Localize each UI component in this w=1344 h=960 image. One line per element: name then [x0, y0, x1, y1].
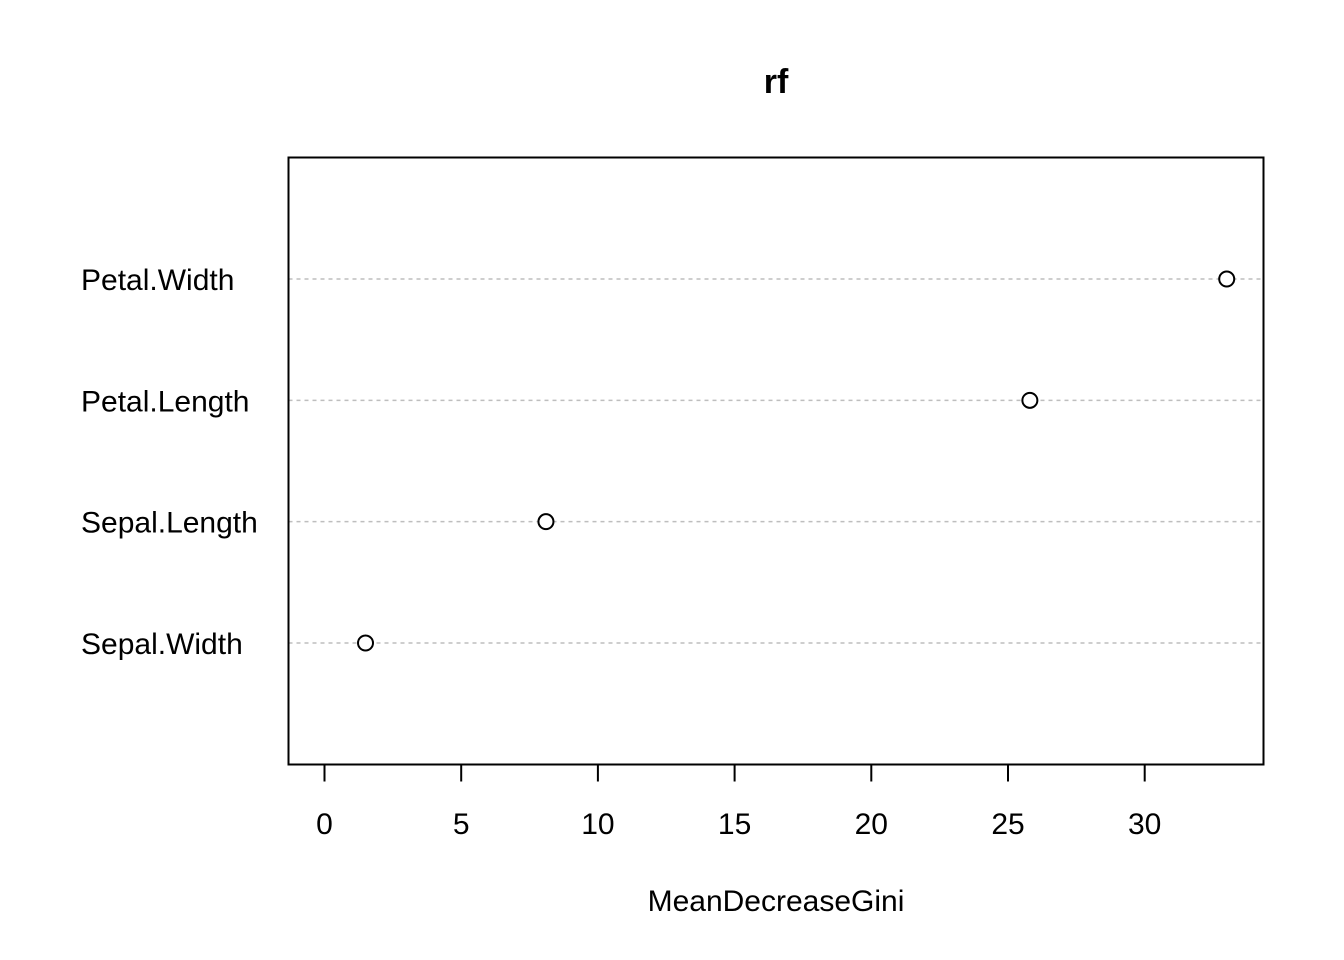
x-axis-label: MeanDecreaseGini [648, 885, 905, 918]
data-point-3 [357, 634, 375, 652]
data-points [357, 270, 1236, 652]
x-tick-label-2: 10 [581, 808, 614, 841]
category-label-0: Petal.Width [81, 264, 234, 297]
data-point-2 [537, 513, 555, 531]
x-tick-label-5: 25 [991, 808, 1024, 841]
data-point-1 [1021, 391, 1039, 409]
x-tick-label-6: 30 [1128, 808, 1161, 841]
data-point-0 [1218, 270, 1236, 288]
x-tick-label-3: 15 [718, 808, 751, 841]
x-tick-label-0: 0 [316, 808, 333, 841]
x-tick-label-1: 5 [453, 808, 470, 841]
category-labels: Petal.Width Petal.Length Sepal.Length Sepal… [81, 264, 258, 661]
plot-frame [287, 156, 1265, 766]
category-label-3: Sepal.Width [81, 628, 243, 661]
chart-title: rf [764, 63, 789, 101]
guide-lines [288, 278, 1264, 644]
category-label-1: Petal.Length [81, 385, 249, 418]
category-label-2: Sepal.Length [81, 507, 258, 540]
x-axis: 0 5 10 15 20 25 30 [316, 763, 1161, 841]
x-tick-label-4: 20 [855, 808, 888, 841]
